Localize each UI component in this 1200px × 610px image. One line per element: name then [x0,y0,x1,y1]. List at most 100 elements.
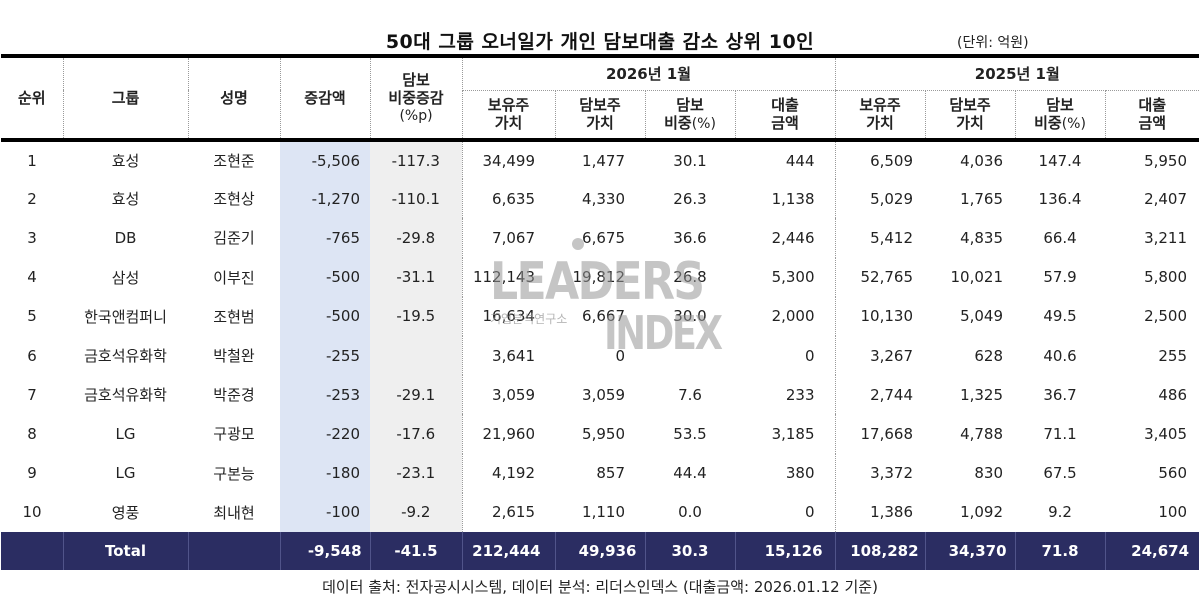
pledged-value-2025-cell: 10,021 [950,268,1004,287]
total-2026-pledged: 49,936 [554,531,645,570]
label-line1: 담보주 [949,96,991,115]
held-value-2026-cell: 21,960 [482,424,536,443]
pledged-value-2026-cell: 1,110 [582,503,625,522]
held-value-2025-cell: 17,668 [834,414,926,454]
col-header-2026-pledged-value: 담보주 가치 [554,90,645,140]
change-amount-cell: -100 [280,492,370,532]
col-header-name: 성명 [187,56,280,140]
pledged-value-2025-cell: 830 [974,464,1004,483]
held-value-2025-cell: 52,765 [834,257,926,297]
rank-cell: 3 [27,228,37,247]
table-row: 3 DB 김준기 -765 -29.8 7,067 6,675 36.6 2,446 5,412 4… [1,218,1199,258]
ratio-change-cell [370,335,463,376]
col-header-2025-pledged-value: 담보주 가치 [924,90,1016,140]
loan-amount-2026-cell: 5,300 [771,268,815,287]
pledge-ratio-2025-cell: 9.2 [1048,503,1072,522]
label-line1: 담보 [1046,95,1074,114]
ratio-change-cell: -29.1 [370,375,463,415]
loan-amount-2026-cell: 0 [804,503,815,522]
change-amount-cell: -180 [280,453,370,493]
label-line1: 대출 [771,96,799,115]
unit-label: (단위: 억원) [957,35,1029,51]
group-cell: 영풍 [111,503,140,522]
group-cell: DB [114,228,137,247]
name-cell: 박철완 [213,347,255,366]
pledged-value-2026-cell: 857 [596,464,625,483]
label-line2: 가치 [586,114,614,133]
loan-amount-2026-cell: 1,138 [771,189,815,208]
label-unit: (%) [1061,115,1086,132]
pledge-ratio-2026-cell: 36.6 [673,228,707,247]
label-line2: 비중 [664,113,692,132]
name-cell: 최내현 [213,503,255,522]
pledged-value-2026-cell: 5,950 [582,424,625,443]
group-cell: 금호석유화학 [84,386,167,405]
change-amount-cell: -765 [280,218,370,258]
name-cell: 이부진 [213,268,255,287]
loan-amount-2025-cell: 5,950 [1144,151,1188,170]
ratio-change-line1: 담보 [402,71,430,89]
pledge-ratio-2026-cell: 26.8 [673,268,707,287]
col-group-2025: 2025년 1월 [834,56,1200,91]
col-header-ratio-change: 담보 비중증감 (%p) [369,56,462,140]
loan-decrease-table: 순위 그룹 성명 증감액 담보 비중증감 (%p) 2026년 1월 2025년… [1,54,1200,570]
total-2025-loan: 24,674 [1104,531,1200,570]
col-header-2026-pledge-ratio: 담보 비중(%) [644,90,735,140]
pledged-value-2026-cell: 6,667 [582,307,625,326]
held-value-2026-cell: 3,641 [492,346,535,365]
title-row: 50대 그룹 오너일가 개인 담보대출 감소 상위 10인 (단위: 억원) [0,24,1200,54]
loan-amount-2025-cell: 2,407 [1144,189,1188,208]
held-value-2025-cell: 3,372 [834,453,926,493]
loan-amount-2025-cell: 5,800 [1144,268,1188,287]
rank-cell: 1 [27,151,37,170]
page-title: 50대 그룹 오너일가 개인 담보대출 감소 상위 10인 [385,31,815,53]
table-total: Total -9,548 -41.5 212,444 49,936 30.3 1… [1,531,1200,570]
table-body: 1 효성 조현준 -5,506 -117.3 34,499 1,477 30.1 444 6,50… [1,140,1199,532]
held-value-2025-cell: 1,386 [834,492,926,532]
pledged-value-2026-cell: 6,675 [582,228,625,247]
rank-cell: 9 [27,464,37,483]
held-value-2026-cell: 7,067 [492,228,535,247]
pledge-ratio-2026-cell: 53.5 [673,424,707,443]
table-row: 10 영풍 최내현 -100 -9.2 2,615 1,110 0.0 0 1,386 1,092 9… [1,492,1199,532]
name-cell: 구광모 [213,425,255,444]
name-cell: 조현범 [213,307,255,326]
loan-amount-2025-cell: 560 [1158,464,1188,483]
col-header-group: 그룹 [62,56,188,140]
change-amount-cell: -253 [280,375,370,415]
pledge-ratio-2025-cell: 36.7 [1043,385,1077,404]
name-cell: 박준경 [213,386,255,405]
name-cell: 구본능 [213,464,255,483]
pledged-value-2025-cell: 1,765 [960,189,1004,208]
pledge-ratio-2025-cell: 40.6 [1043,346,1077,365]
pledge-ratio-2026-cell: 44.4 [673,464,707,483]
total-rank-cell [1,531,63,570]
loan-amount-2026-cell: 380 [785,464,815,483]
col-group-2026: 2026년 1월 [461,56,836,91]
change-amount-cell: -1,270 [280,179,370,219]
held-value-2025-cell: 6,509 [834,140,926,180]
loan-amount-2026-cell: 2,000 [771,307,815,326]
col-header-rank: 순위 [17,89,46,107]
name-cell: 조현상 [213,190,255,209]
change-amount-cell: -255 [280,335,370,376]
total-row: Total -9,548 -41.5 212,444 49,936 30.3 1… [1,531,1200,570]
group-cell: 효성 [111,190,140,209]
loan-amount-2026-cell: 233 [785,385,815,404]
pledged-value-2025-cell: 4,788 [960,424,1004,443]
ratio-change-line3: (%p) [399,108,433,124]
pledged-value-2025-cell: 1,325 [960,385,1004,404]
ratio-change-cell: -31.1 [370,257,463,297]
rank-cell: 5 [27,307,37,326]
label-line1: 보유주 [487,96,530,115]
table-row: 7 금호석유화학 박준경 -253 -29.1 3,059 3,059 7.6 233 2,744… [1,375,1199,415]
pledged-value-2025-cell: 4,835 [960,228,1004,247]
loan-amount-2025-cell: 3,405 [1144,424,1188,443]
pledge-ratio-2025-cell: 66.4 [1043,228,1077,247]
table-row: 1 효성 조현준 -5,506 -117.3 34,499 1,477 30.1 444 6,50… [1,140,1199,180]
ratio-change-line2: 비중증감 [388,89,444,107]
ratio-change-cell: -29.8 [370,218,463,258]
change-amount-cell: -5,506 [280,140,370,180]
loan-amount-2025-cell: 3,211 [1144,228,1188,247]
ratio-change-cell: -110.1 [370,179,463,219]
